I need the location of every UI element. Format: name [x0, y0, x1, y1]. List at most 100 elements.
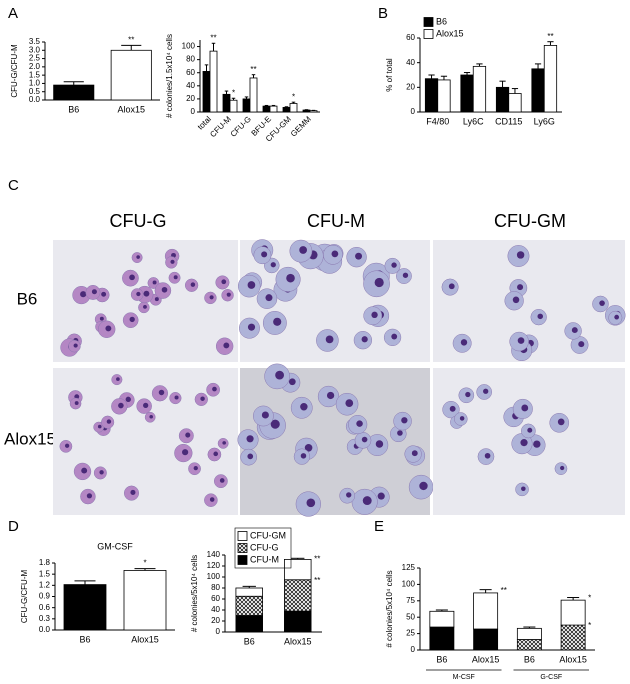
nucleus [91, 289, 97, 295]
annotation: ** [314, 576, 320, 585]
y-tick-label: 100 [207, 572, 221, 581]
x-tick-label: B6 [68, 104, 79, 114]
legend-label: B6 [436, 16, 447, 26]
annotation: * [588, 621, 591, 630]
bar [289, 103, 298, 113]
y-tick-label: 0.0 [29, 95, 41, 104]
bar [495, 86, 510, 113]
bar [472, 65, 487, 113]
bar [235, 615, 263, 633]
bar [473, 628, 499, 651]
panel-letter: E [374, 518, 384, 535]
nucleus [578, 341, 585, 348]
y-tick-label: 40 [406, 58, 415, 67]
legend-box [234, 527, 292, 569]
y-tick-label: 20 [211, 616, 220, 625]
x-tick-label: CFU-G [229, 115, 253, 139]
bar [508, 93, 522, 113]
column-header: CFU-G [110, 211, 167, 231]
bar [110, 49, 152, 101]
nucleus [174, 395, 179, 400]
nucleus [161, 286, 168, 293]
y-axis-label: CFU-G/CFU-M [20, 570, 29, 624]
bar [473, 592, 499, 630]
y-axis-label: # colonies/5x10⁴ cells [385, 570, 394, 647]
nucleus [247, 281, 256, 289]
bar [282, 107, 291, 113]
nucleus [185, 432, 191, 438]
legend-label: CFU-M [250, 554, 279, 564]
y-tick-label: 80 [211, 583, 220, 592]
nucleus [73, 343, 78, 348]
nucleus [362, 496, 372, 506]
bar [437, 79, 451, 113]
y-tick-label: 1.8 [39, 558, 51, 567]
panel-letter: D [8, 518, 19, 535]
y-tick-label: 40 [211, 605, 220, 614]
annotation: * [232, 88, 235, 97]
bar [269, 105, 278, 113]
bar [202, 71, 211, 113]
bar [53, 84, 95, 101]
y-tick-label: 100 [182, 42, 196, 51]
nucleus [571, 327, 578, 334]
nucleus [275, 370, 284, 380]
nucleus [512, 296, 520, 304]
nucleus [200, 396, 205, 401]
bar [531, 68, 545, 113]
x-tick-label: CFU-M [208, 114, 233, 139]
nucleus [223, 342, 230, 349]
nucleus [261, 411, 269, 419]
x-tick-label: Ly6G [534, 116, 555, 126]
nucleus [270, 262, 276, 268]
bar [284, 579, 312, 612]
nucleus [226, 292, 231, 297]
bar [209, 50, 218, 113]
y-tick-label: 0 [411, 107, 416, 116]
bar [63, 584, 107, 631]
y-tick-label: 0 [216, 627, 221, 636]
annotation: ** [547, 32, 553, 41]
nucleus [483, 388, 489, 394]
nucleus [64, 443, 70, 448]
nucleus [182, 449, 189, 456]
annotation: * [588, 594, 591, 603]
x-tick-label: Alox15 [131, 634, 159, 644]
group-label: M-CSF [453, 674, 475, 681]
bar [424, 78, 439, 113]
y-axis-label: # colonies/1.5x10⁴ cells [165, 34, 174, 118]
nucleus [261, 251, 268, 258]
nucleus [346, 492, 352, 498]
bar [235, 595, 263, 616]
nucleus [209, 497, 215, 502]
legend-swatch [237, 531, 248, 541]
nucleus [81, 467, 88, 474]
nucleus [459, 416, 465, 421]
y-tick-label: 0 [191, 107, 196, 116]
chart-title: GM-CSF [97, 541, 133, 551]
nucleus [306, 498, 316, 508]
nucleus [465, 391, 471, 398]
nucleus [449, 405, 456, 412]
nucleus [560, 465, 565, 471]
bar [262, 105, 271, 113]
y-tick-label: 3.0 [29, 45, 41, 54]
nucleus [527, 427, 533, 433]
nucleus [402, 272, 409, 278]
y-tick-label: 0.5 [29, 87, 41, 96]
nucleus [448, 283, 455, 290]
nucleus [375, 440, 384, 448]
nucleus [246, 435, 254, 443]
y-tick-label: 25 [406, 629, 415, 638]
x-tick-label: B6 [436, 654, 447, 664]
annotation: ** [250, 65, 256, 74]
y-tick-label: 50 [406, 612, 415, 621]
column-header: CFU-GM [494, 211, 566, 231]
nucleus [419, 481, 428, 491]
x-tick-label: total [196, 114, 213, 131]
x-tick-label: B6 [79, 634, 90, 644]
legend-label: CFU-G [250, 542, 279, 552]
nucleus [97, 424, 102, 429]
bar [429, 626, 455, 651]
nucleus [154, 297, 159, 302]
